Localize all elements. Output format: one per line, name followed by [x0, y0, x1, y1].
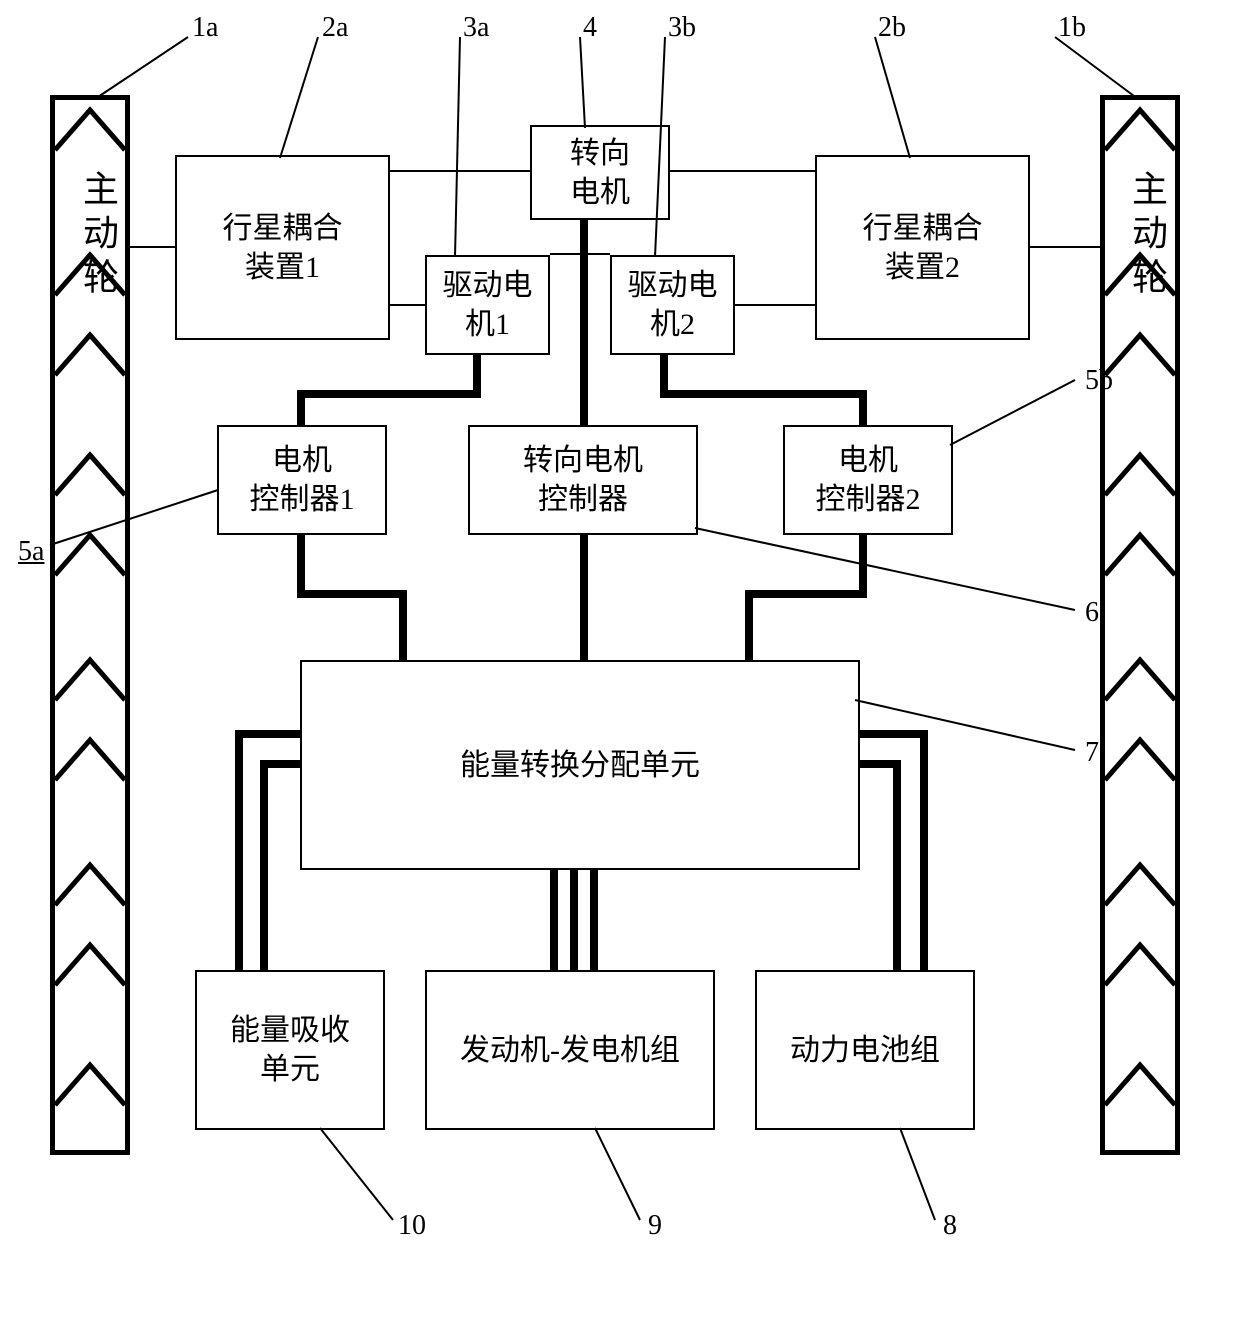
ref-3b: 3b: [668, 12, 696, 44]
ref-9: 9: [648, 1210, 662, 1242]
ref-1a: 1a: [192, 12, 218, 44]
ref-6: 6: [1085, 597, 1099, 629]
ref-4: 4: [583, 12, 597, 44]
leader-lines: [0, 0, 1240, 1337]
ref-10: 10: [398, 1210, 426, 1242]
ref-5b: 5b: [1085, 365, 1113, 397]
ref-8: 8: [943, 1210, 957, 1242]
ref-2b: 2b: [878, 12, 906, 44]
ref-5a: 5a: [18, 536, 44, 568]
ref-2a: 2a: [322, 12, 348, 44]
ref-3a: 3a: [463, 12, 489, 44]
ref-1b: 1b: [1058, 12, 1086, 44]
diagram-canvas: 主动轮 主动轮 转向电机: [0, 0, 1240, 1337]
ref-7: 7: [1085, 737, 1099, 769]
